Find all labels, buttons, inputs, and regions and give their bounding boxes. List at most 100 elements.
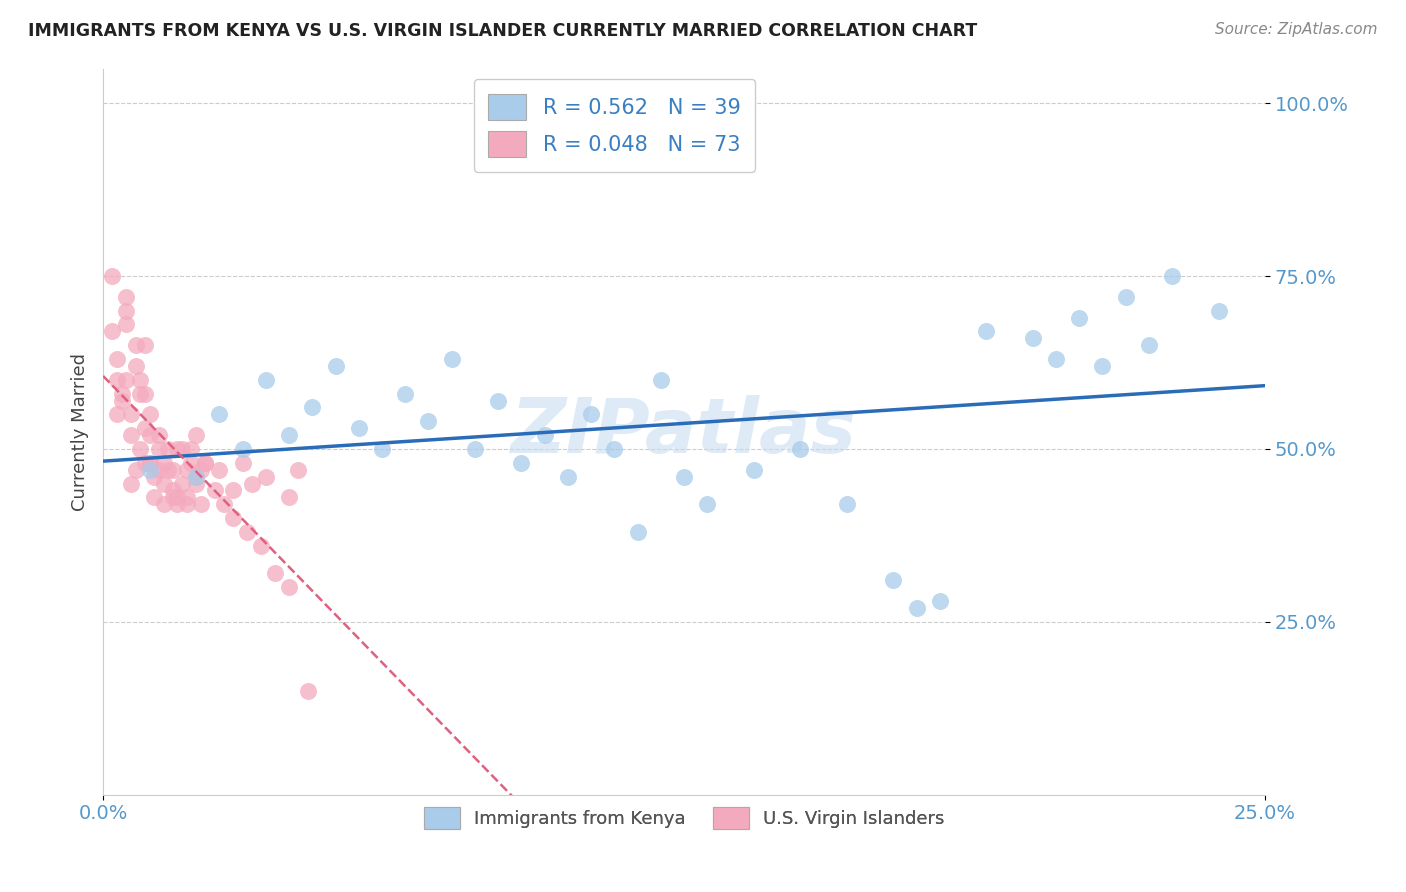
Point bbox=[673, 469, 696, 483]
Point bbox=[172, 476, 194, 491]
Text: Source: ZipAtlas.com: Source: ZipAtlas.com bbox=[1215, 22, 1378, 37]
Point bbox=[190, 497, 212, 511]
Text: IMMIGRANTS FROM KENYA VS U.S. VIRGIN ISLANDER CURRENTLY MARRIED CORRELATION CHAR: IMMIGRANTS FROM KENYA VS U.S. VIRGIN ISL… bbox=[28, 22, 977, 40]
Point bbox=[250, 539, 273, 553]
Point bbox=[105, 373, 128, 387]
Point bbox=[835, 497, 858, 511]
Point bbox=[180, 456, 202, 470]
Point bbox=[1161, 268, 1184, 283]
Point bbox=[162, 483, 184, 498]
Point bbox=[115, 373, 138, 387]
Point bbox=[347, 421, 370, 435]
Point bbox=[1069, 310, 1091, 325]
Point bbox=[162, 491, 184, 505]
Point bbox=[138, 408, 160, 422]
Point bbox=[152, 456, 174, 470]
Point bbox=[254, 373, 277, 387]
Point bbox=[176, 497, 198, 511]
Point bbox=[124, 338, 146, 352]
Point bbox=[152, 497, 174, 511]
Point bbox=[650, 373, 672, 387]
Point bbox=[882, 574, 904, 588]
Point bbox=[148, 428, 170, 442]
Point bbox=[1137, 338, 1160, 352]
Point bbox=[254, 469, 277, 483]
Point bbox=[101, 324, 124, 338]
Point bbox=[1091, 359, 1114, 373]
Point bbox=[148, 463, 170, 477]
Point bbox=[138, 428, 160, 442]
Point bbox=[166, 491, 188, 505]
Point bbox=[180, 442, 202, 456]
Point bbox=[394, 386, 416, 401]
Text: ZIPatlas: ZIPatlas bbox=[512, 394, 858, 468]
Point bbox=[486, 393, 509, 408]
Point bbox=[278, 491, 301, 505]
Point bbox=[440, 351, 463, 366]
Point bbox=[1021, 331, 1043, 345]
Point bbox=[138, 456, 160, 470]
Point bbox=[129, 373, 152, 387]
Point bbox=[184, 469, 207, 483]
Point bbox=[278, 428, 301, 442]
Point bbox=[176, 463, 198, 477]
Point bbox=[143, 469, 166, 483]
Point bbox=[134, 386, 156, 401]
Point bbox=[105, 408, 128, 422]
Point bbox=[138, 463, 160, 477]
Point bbox=[120, 408, 142, 422]
Point bbox=[166, 497, 188, 511]
Point bbox=[152, 476, 174, 491]
Y-axis label: Currently Married: Currently Married bbox=[72, 352, 89, 510]
Point bbox=[190, 463, 212, 477]
Point bbox=[184, 469, 207, 483]
Point bbox=[232, 456, 254, 470]
Point bbox=[371, 442, 394, 456]
Point bbox=[134, 338, 156, 352]
Point bbox=[111, 393, 134, 408]
Point bbox=[557, 469, 579, 483]
Point bbox=[129, 442, 152, 456]
Point bbox=[157, 442, 180, 456]
Point bbox=[325, 359, 347, 373]
Point bbox=[194, 456, 217, 470]
Point bbox=[204, 483, 226, 498]
Point bbox=[905, 601, 928, 615]
Point bbox=[627, 524, 650, 539]
Point bbox=[742, 463, 765, 477]
Point bbox=[124, 463, 146, 477]
Point bbox=[194, 456, 217, 470]
Point bbox=[264, 566, 287, 581]
Point bbox=[157, 463, 180, 477]
Point bbox=[974, 324, 997, 338]
Point bbox=[1045, 351, 1067, 366]
Point bbox=[120, 476, 142, 491]
Point bbox=[101, 268, 124, 283]
Point bbox=[115, 290, 138, 304]
Point bbox=[105, 351, 128, 366]
Point bbox=[129, 386, 152, 401]
Point bbox=[603, 442, 626, 456]
Point bbox=[134, 421, 156, 435]
Point bbox=[111, 386, 134, 401]
Point bbox=[184, 476, 207, 491]
Point bbox=[240, 476, 263, 491]
Point bbox=[222, 511, 245, 525]
Point bbox=[278, 580, 301, 594]
Point bbox=[124, 359, 146, 373]
Point bbox=[418, 414, 440, 428]
Point bbox=[510, 456, 533, 470]
Point bbox=[148, 442, 170, 456]
Point bbox=[176, 491, 198, 505]
Legend: Immigrants from Kenya, U.S. Virgin Islanders: Immigrants from Kenya, U.S. Virgin Islan… bbox=[416, 800, 952, 837]
Point bbox=[208, 463, 231, 477]
Point bbox=[134, 456, 156, 470]
Point bbox=[928, 594, 950, 608]
Point bbox=[287, 463, 309, 477]
Point bbox=[789, 442, 811, 456]
Point bbox=[301, 401, 323, 415]
Point bbox=[115, 318, 138, 332]
Point bbox=[138, 456, 160, 470]
Point bbox=[297, 684, 319, 698]
Point bbox=[222, 483, 245, 498]
